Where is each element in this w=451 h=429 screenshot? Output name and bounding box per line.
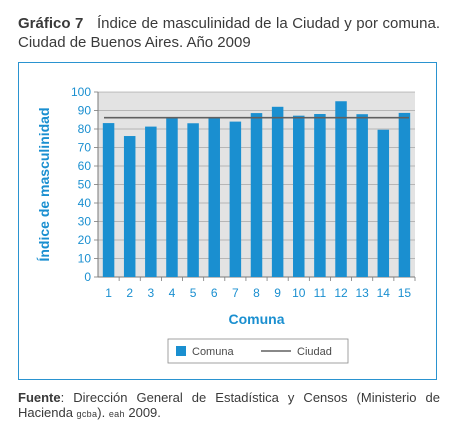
- source-note: Fuente: Dirección General de Estadística…: [18, 390, 440, 422]
- source-text-1: : Dirección General de Estadística y Cen…: [18, 390, 440, 420]
- chart-number: Gráfico 7: [18, 15, 84, 32]
- bar: [314, 114, 326, 277]
- bar: [271, 106, 284, 277]
- bar: [187, 123, 199, 277]
- y-tick-label: 30: [78, 215, 92, 229]
- bar: [398, 112, 411, 277]
- x-tick-label: 10: [292, 286, 306, 300]
- bar: [102, 123, 115, 277]
- chart-frame: 0 10 20 30 40 50 60 70 80 90 100 1 2 3 4 5 6 7 8 9 10 11 12 13 1…: [18, 62, 437, 380]
- bar: [166, 118, 178, 277]
- x-tick-label: 8: [253, 286, 260, 300]
- source-text-2: ).: [97, 405, 109, 420]
- x-tick-label: 15: [398, 286, 412, 300]
- source-survey: eah: [108, 409, 125, 419]
- chart-title: Índice de masculinidad de la Ciudad y po…: [18, 15, 441, 51]
- source-text-3: 2009.: [124, 405, 161, 420]
- legend-label-ciudad: Ciudad: [297, 346, 332, 358]
- x-tick-label: 4: [169, 286, 176, 300]
- y-tick-label: 20: [78, 233, 92, 247]
- chart-heading: Gráfico 7 Índice de masculinidad de la C…: [18, 14, 440, 52]
- x-axis-title: Comuna: [229, 311, 285, 327]
- legend-swatch-comuna: [176, 346, 186, 356]
- bar: [335, 101, 347, 277]
- bar: [123, 136, 136, 277]
- x-tick-label: 6: [211, 286, 218, 300]
- bar: [293, 115, 305, 278]
- x-tick-label: 1: [105, 286, 112, 300]
- x-tick-label: 9: [274, 286, 281, 300]
- x-tick-label: 7: [232, 286, 239, 300]
- x-tick-label: 11: [314, 286, 327, 300]
- y-tick-label: 100: [71, 85, 91, 99]
- legend-box: [167, 338, 349, 364]
- y-tick-label: 70: [78, 141, 92, 155]
- y-tick-label: 10: [78, 252, 92, 266]
- y-tick-label: 0: [84, 270, 91, 284]
- y-tick-label: 60: [78, 159, 92, 173]
- y-axis-title: Índice de masculinidad: [36, 107, 52, 261]
- x-tick-label: 13: [355, 286, 369, 300]
- y-tick-label: 90: [78, 104, 92, 118]
- y-tick-label: 80: [78, 122, 92, 136]
- y-tick-label: 40: [78, 196, 92, 210]
- source-org: gcba: [76, 409, 98, 419]
- x-tick-label: 5: [190, 286, 197, 300]
- source-label: Fuente: [18, 390, 61, 405]
- x-tick-label: 14: [377, 286, 391, 300]
- bar: [356, 114, 368, 277]
- legend-label-comuna: Comuna: [192, 346, 234, 358]
- bar: [250, 113, 263, 277]
- bar: [377, 129, 390, 277]
- x-tick-label: 12: [334, 286, 348, 300]
- bar: [208, 117, 220, 278]
- x-tick-label: 3: [147, 286, 154, 300]
- x-tick-label: 2: [126, 286, 133, 300]
- bar: [229, 121, 242, 277]
- y-tick-label: 50: [78, 178, 92, 192]
- bar: [145, 126, 157, 277]
